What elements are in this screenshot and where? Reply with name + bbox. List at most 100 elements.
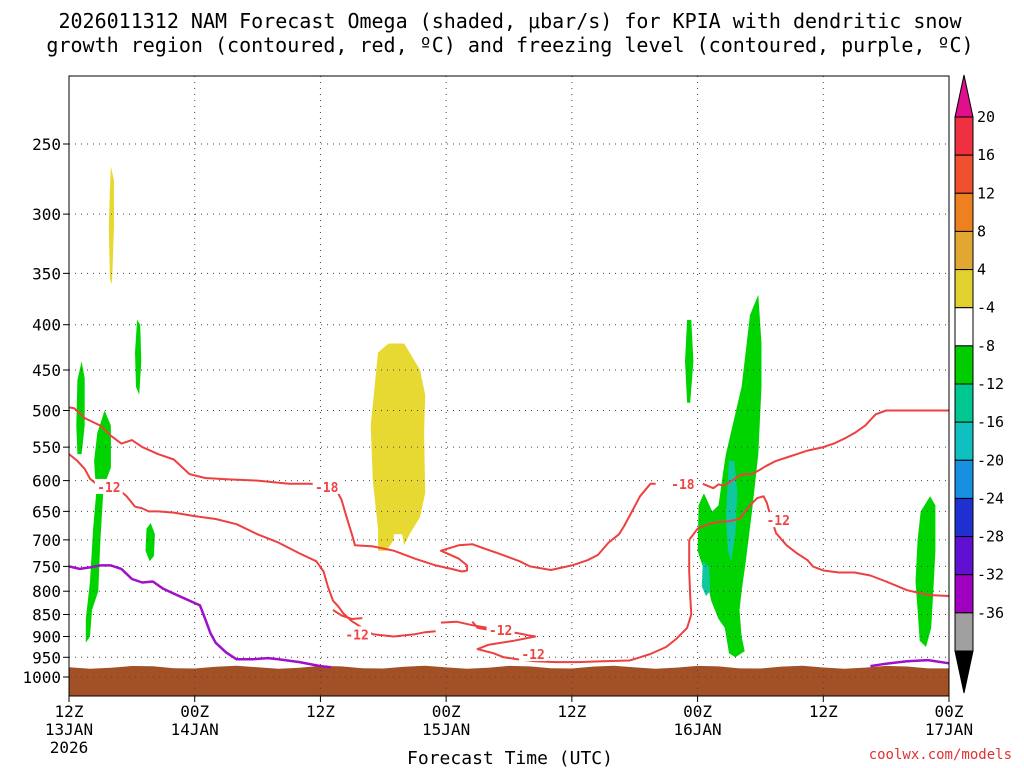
x-axis-label: Forecast Time (UTC) xyxy=(407,748,613,768)
colorbar-swatch-8 xyxy=(954,421,974,461)
dgz-label-bg-4 xyxy=(343,626,372,642)
x-tick-time-1: 00Z xyxy=(180,702,209,721)
dgz-contour-label-4: -12 xyxy=(345,628,368,643)
dgz-label-bg-0 xyxy=(94,478,123,494)
y-tick-label-550: 550 xyxy=(32,438,61,457)
credit-text: coolwx.com/models xyxy=(869,747,1012,763)
x-tick-time-7: 00Z xyxy=(935,702,964,721)
colorbar-swatch-11 xyxy=(954,536,974,576)
freezing-contour-1 xyxy=(870,658,950,668)
x-tick-time-0: 12Z xyxy=(55,702,84,721)
y-tick-label-600: 600 xyxy=(32,472,61,491)
x-tick-year-0: 2026 xyxy=(50,738,89,757)
dgz-contour-label-2: -18 xyxy=(671,478,695,493)
dgz-label-bg-3 xyxy=(764,512,793,528)
y-tick-label-500: 500 xyxy=(32,402,61,421)
y-tick-label-800: 800 xyxy=(32,582,61,601)
dgz-contour-1 xyxy=(68,406,656,573)
dgz-contour-2 xyxy=(702,409,949,490)
colorbar-label-11: -28 xyxy=(977,528,1004,546)
x-tick-time-2: 12Z xyxy=(306,702,335,721)
colorbar-swatch-6 xyxy=(954,345,974,385)
colorbar-swatch-1 xyxy=(954,154,974,194)
colorbar-swatch-13 xyxy=(954,612,974,652)
x-tick-date-7: 17JAN xyxy=(925,720,973,739)
dgz-contour-label-5: -12 xyxy=(521,648,544,663)
omega-region-5 xyxy=(370,343,426,551)
colorbar-label-9: -20 xyxy=(977,451,1004,469)
colorbar-label-10: -24 xyxy=(977,489,1004,507)
y-tick-label-450: 450 xyxy=(32,361,61,380)
x-tick-time-6: 12Z xyxy=(809,702,838,721)
omega-region-0 xyxy=(76,361,85,455)
dgz-contour-4 xyxy=(332,609,363,620)
plot-frame xyxy=(68,75,950,697)
colorbar-label-0: 20 xyxy=(977,108,995,126)
y-tick-label-650: 650 xyxy=(32,502,61,521)
y-tick-label-300: 300 xyxy=(32,205,61,224)
y-tick-label-850: 850 xyxy=(32,606,61,625)
contour-layer: -12 -18 -18 -12 -12 -12 -12 xyxy=(68,406,950,669)
omega-shading-layer xyxy=(76,166,936,658)
omega-region-3 xyxy=(135,319,142,395)
dgz-label-bg-5 xyxy=(519,646,548,662)
omega-region-4 xyxy=(145,523,155,562)
omega-region-2 xyxy=(108,166,114,285)
x-tick-date-1: 14JAN xyxy=(171,720,219,739)
colorbar-label-8: -16 xyxy=(977,413,1004,431)
y-tick-label-950: 950 xyxy=(32,648,61,667)
colorbar-label-5: -4 xyxy=(977,299,995,317)
dgz-contour-5 xyxy=(440,539,693,664)
colorbar-swatch-4 xyxy=(954,269,974,309)
x-tick-date-5: 16JAN xyxy=(673,720,721,739)
y-tick-label-1000: 1000 xyxy=(22,668,61,687)
omega-region-1 xyxy=(85,410,111,643)
colorbar-swatch-3 xyxy=(954,230,974,271)
grid-lines xyxy=(69,76,949,696)
y-tick-label-250: 250 xyxy=(32,135,61,154)
dgz-contour-3 xyxy=(688,495,950,597)
ground-layer xyxy=(69,665,949,696)
dgz-label-bg-6 xyxy=(486,622,515,638)
y-tick-label-900: 900 xyxy=(32,627,61,646)
y-tick-label-750: 750 xyxy=(32,557,61,576)
colorbar-label-4: 4 xyxy=(977,261,986,279)
colorbar-swatch-9 xyxy=(954,459,974,499)
dgz-contour-label-1: -18 xyxy=(315,481,339,496)
colorbar-label-1: 16 xyxy=(977,146,995,164)
omega-region-8 xyxy=(725,460,738,562)
colorbar-swatch-7 xyxy=(954,383,974,423)
colorbar-top-cap xyxy=(954,74,974,118)
colorbar-swatch-10 xyxy=(954,497,974,538)
pressure-axis: 250 300 350 400 450 500 550 600 650 700 750 800 850 9… xyxy=(22,135,69,687)
omega-region-9 xyxy=(701,561,711,596)
y-tick-label-700: 700 xyxy=(32,531,61,550)
dgz-contour-label-3: -12 xyxy=(766,514,789,529)
dgz-label-bg-2 xyxy=(668,475,697,491)
colorbar-bottom-cap xyxy=(954,650,974,694)
dgz-contour-label-6: -12 xyxy=(489,624,512,639)
omega-region-10 xyxy=(915,496,936,647)
colorbar-swatch-5 xyxy=(954,307,974,347)
omega-colorbar: 20 16 12 8 4 -4 -8 -12 -16 -20 -24 -28 -32 -36 xyxy=(954,74,1004,694)
dgz-label-bg-1 xyxy=(312,478,341,494)
y-tick-label-350: 350 xyxy=(32,264,61,283)
x-tick-time-5: 00Z xyxy=(683,702,712,721)
colorbar-swatch-2 xyxy=(954,192,974,232)
dgz-contour-label-0: -12 xyxy=(97,481,120,496)
x-tick-date-0: 13JAN xyxy=(45,720,93,739)
colorbar-label-2: 12 xyxy=(977,184,995,202)
y-tick-label-400: 400 xyxy=(32,316,61,335)
colorbar-label-12: -32 xyxy=(977,566,1004,584)
x-tick-time-4: 12Z xyxy=(557,702,586,721)
colorbar-label-6: -8 xyxy=(977,337,995,355)
chart-title-line1: 2026011312 NAM Forecast Omega (shaded, μ… xyxy=(58,9,962,33)
colorbar-swatch-12 xyxy=(954,574,974,614)
colorbar-label-3: 8 xyxy=(977,222,986,240)
x-tick-time-3: 00Z xyxy=(432,702,461,721)
chart-title-line2: growth region (contoured, red, ºC) and f… xyxy=(46,33,973,57)
colorbar-label-7: -12 xyxy=(977,375,1004,393)
freezing-contour-0 xyxy=(68,564,332,669)
